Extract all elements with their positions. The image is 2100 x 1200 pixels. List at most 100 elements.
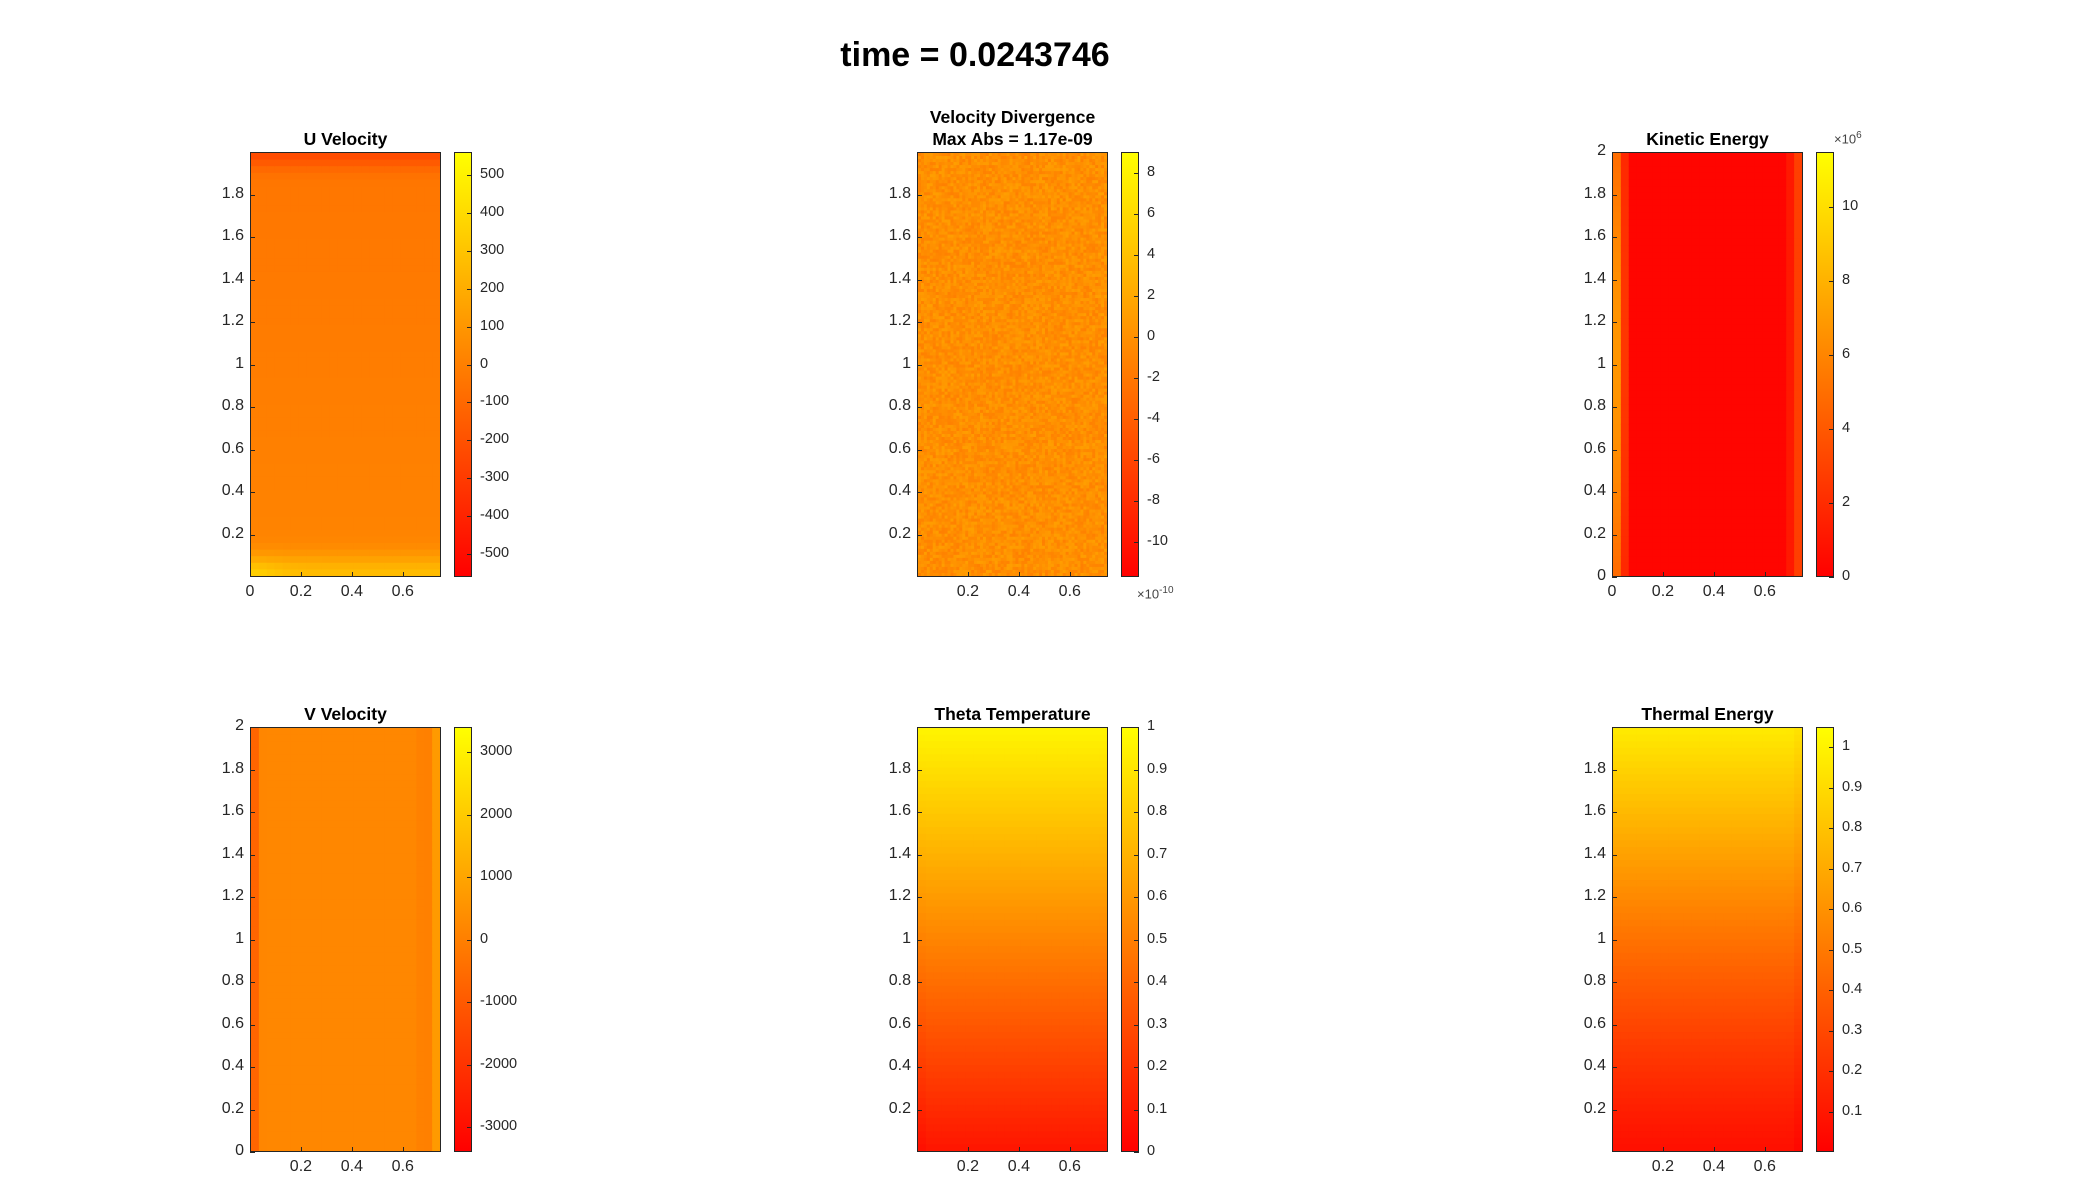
heatmap-cell [935, 340, 940, 344]
heatmap-cell [935, 322, 940, 326]
heatmap-cell [408, 516, 417, 524]
heatmap-cell [935, 418, 940, 423]
heatmap-cell [258, 252, 268, 260]
heatmap-cell [400, 423, 410, 432]
heatmap-cell [962, 566, 966, 571]
heatmap-cell [920, 228, 925, 233]
heatmap-cell [953, 403, 957, 408]
heatmap-cell [329, 245, 339, 253]
heatmap-cell [956, 168, 960, 172]
heatmap-cell [941, 225, 946, 230]
heatmap-cell [321, 457, 331, 465]
heatmap-cell [290, 542, 299, 551]
heatmap-cell [923, 406, 928, 411]
heatmap-cell [274, 225, 284, 233]
heatmap-cell [968, 388, 972, 393]
heatmap-cell [408, 232, 417, 240]
heatmap-cell [920, 494, 925, 499]
heatmap-cell [920, 273, 925, 278]
heatmap-cell [920, 304, 925, 308]
heatmap-cell [968, 397, 972, 402]
heatmap-cell [950, 539, 955, 544]
heatmap-cell [329, 159, 339, 167]
heatmap-cell [926, 545, 931, 550]
heatmap-cell [353, 443, 362, 452]
heatmap-cell [266, 186, 276, 194]
heatmap-cell [923, 391, 928, 396]
heatmap-cell [982, 446, 987, 450]
heatmap-cell [321, 205, 331, 214]
heatmap-cell [965, 234, 969, 239]
colorbar-tick-label: -400 [480, 507, 510, 524]
heatmap-cell [953, 536, 957, 541]
heatmap-cell [918, 427, 922, 432]
heatmap-cell [985, 418, 990, 423]
heatmap-cell [959, 482, 963, 486]
heatmap-cell [920, 467, 925, 471]
heatmap-cell [424, 232, 433, 240]
heatmap-cell [968, 418, 972, 423]
heatmap-cell [968, 403, 972, 408]
heatmap-cell [337, 404, 347, 412]
heatmap-cell [251, 463, 260, 471]
heatmap-cell [298, 232, 307, 240]
heatmap-cell [947, 313, 952, 317]
heatmap-cell [971, 171, 975, 175]
heatmap-cell [345, 179, 354, 187]
heatmap-cell [953, 467, 957, 471]
heatmap-cell [345, 298, 354, 306]
heatmap-cell [935, 500, 940, 505]
heatmap-cell [988, 228, 993, 233]
heatmap-cell [950, 557, 955, 562]
heatmap-cell [980, 249, 984, 254]
heatmap-cell [408, 305, 417, 313]
heatmap-cell [384, 331, 394, 339]
heatmap-cell [306, 384, 315, 392]
heatmap-cell [962, 424, 966, 429]
heatmap-cell [977, 219, 981, 224]
heatmap-cell [920, 295, 925, 299]
heatmap-cell [962, 491, 966, 496]
heatmap-cell [929, 285, 934, 290]
heatmap-cell [266, 344, 276, 352]
heatmap-cell [353, 172, 362, 181]
heatmap-cell [929, 385, 934, 390]
heatmap-cell [416, 371, 425, 379]
heatmap-cell [956, 482, 960, 486]
heatmap-cell [941, 412, 946, 417]
heatmap-cell [988, 282, 993, 287]
heatmap-cell [321, 476, 331, 485]
heatmap-cell [977, 449, 981, 453]
heatmap-cell [982, 216, 987, 221]
heatmap-cell [918, 316, 922, 320]
heatmap-cell [959, 340, 963, 344]
heatmap-cell [977, 400, 981, 405]
heatmap-cell [965, 189, 969, 193]
heatmap-cell [306, 470, 315, 478]
heatmap-cell [298, 457, 307, 465]
heatmap-cell [345, 562, 354, 570]
heatmap-cell [968, 264, 972, 269]
heatmap-cell [974, 491, 978, 496]
heatmap-cell [941, 246, 946, 251]
heatmap-cell [321, 265, 331, 273]
heatmap-cell [941, 358, 946, 363]
heatmap-cell [953, 503, 957, 508]
heatmap-cell [918, 370, 922, 375]
heatmap-cell [266, 265, 276, 273]
heatmap-cell [918, 156, 922, 160]
heatmap-cell [959, 165, 963, 169]
heatmap-cell [950, 288, 955, 293]
heatmap-cell [923, 249, 928, 254]
heatmap-cell [923, 572, 928, 576]
heatmap-cell [929, 551, 934, 556]
heatmap-cell [923, 331, 928, 335]
heatmap-cell [392, 205, 402, 214]
heatmap-cell [947, 171, 952, 175]
heatmap-cell [432, 430, 440, 438]
heatmap-cell [947, 506, 952, 511]
heatmap-cell [329, 186, 339, 194]
heatmap-cell [985, 470, 990, 474]
heatmap-cell [932, 301, 937, 305]
heatmap-cell [982, 162, 987, 166]
